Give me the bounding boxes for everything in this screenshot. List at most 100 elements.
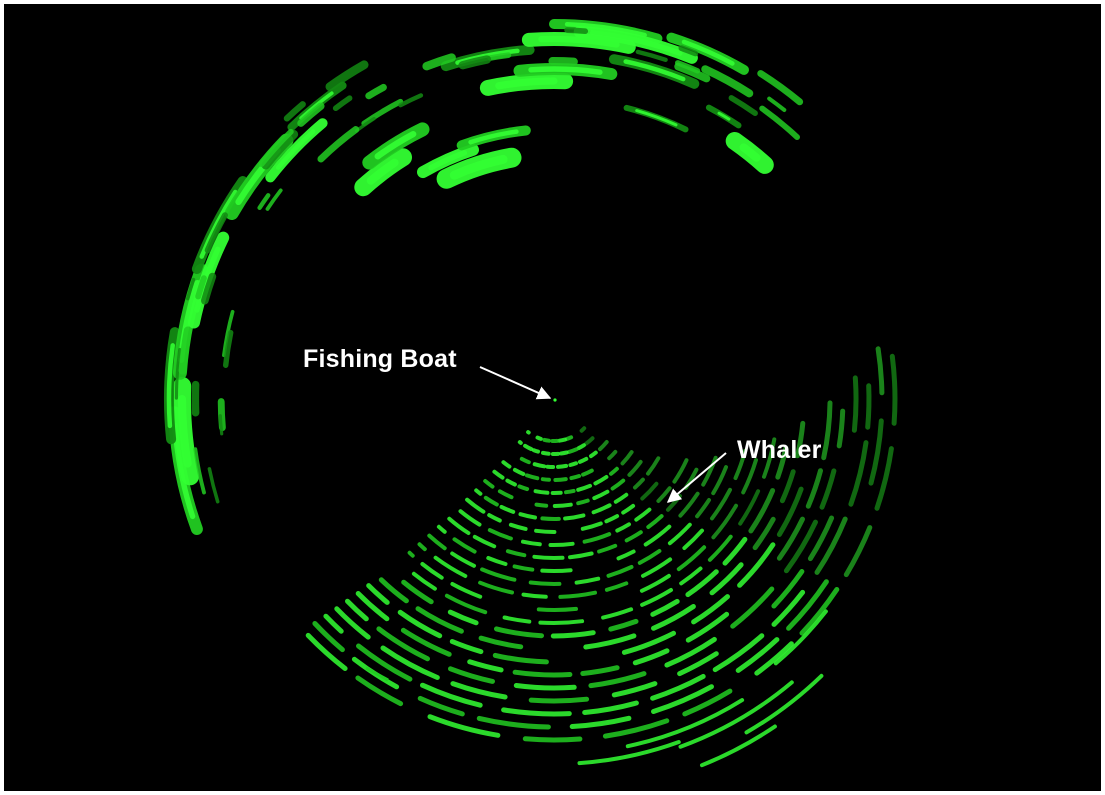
sea-clutter-arc bbox=[691, 594, 730, 625]
sea-clutter-long-arc bbox=[577, 740, 681, 766]
sea-clutter-arc bbox=[448, 666, 495, 684]
sea-clutter-arc bbox=[558, 590, 597, 599]
fishing-boat-arrow bbox=[479, 366, 552, 400]
sea-clutter-arc bbox=[646, 456, 661, 476]
sea-clutter-arc bbox=[472, 534, 497, 549]
land-echo-streak bbox=[195, 275, 207, 300]
sea-clutter-arc bbox=[821, 400, 833, 461]
sea-clutter-arc bbox=[576, 498, 590, 506]
sea-clutter-arc bbox=[738, 489, 761, 526]
sea-clutter-arc bbox=[355, 591, 390, 622]
land-echo-streak bbox=[261, 129, 299, 170]
sea-clutter-arc bbox=[452, 537, 477, 554]
sea-clutter-arc bbox=[345, 598, 369, 622]
land-echo-streak bbox=[222, 309, 235, 358]
sea-clutter-arc bbox=[656, 486, 672, 503]
sea-clutter-arc bbox=[591, 503, 612, 515]
sea-clutter-arc bbox=[305, 632, 348, 671]
land-echo-streak bbox=[757, 70, 804, 106]
sea-clutter-arc bbox=[548, 541, 575, 548]
sea-clutter-arc bbox=[771, 589, 806, 627]
sea-clutter-arc bbox=[415, 606, 464, 634]
sea-clutter-arc bbox=[613, 492, 629, 504]
sea-clutter-arc bbox=[486, 556, 508, 566]
sea-clutter-arc bbox=[567, 447, 579, 454]
sea-clutter-arc bbox=[634, 507, 652, 522]
sea-clutter-arc bbox=[610, 478, 626, 491]
sea-clutter-arc bbox=[552, 502, 573, 508]
sea-clutter-arc bbox=[615, 522, 631, 533]
land-echo-core bbox=[681, 39, 735, 66]
sea-clutter-arc bbox=[557, 437, 567, 443]
sea-clutter-arc bbox=[523, 443, 534, 451]
sea-clutter-arc bbox=[602, 718, 670, 739]
sea-clutter-long-arc bbox=[625, 698, 745, 749]
land-echo-returns bbox=[164, 18, 804, 535]
sea-clutter-arc bbox=[580, 665, 620, 676]
land-echo-streak bbox=[728, 95, 758, 117]
sea-clutter-arc bbox=[378, 577, 409, 604]
land-echo-streak bbox=[564, 27, 589, 35]
land-echo-core bbox=[623, 59, 686, 82]
sea-clutter-arc bbox=[868, 418, 884, 486]
sea-clutter-arc bbox=[651, 684, 714, 714]
sea-clutter-arc bbox=[711, 503, 738, 540]
land-echo-core bbox=[635, 109, 678, 127]
sea-clutter-arc bbox=[601, 607, 634, 620]
sea-clutter-arc bbox=[417, 695, 465, 717]
sea-clutter-arc bbox=[334, 606, 371, 640]
land-echo-streak bbox=[635, 49, 668, 63]
land-echo-streak bbox=[257, 193, 271, 211]
sea-clutter-long-arc bbox=[744, 673, 824, 735]
land-echo-streak bbox=[207, 467, 220, 504]
land-echo-core bbox=[468, 129, 519, 145]
sea-clutter-arc bbox=[582, 532, 612, 544]
sea-clutter-arc bbox=[532, 462, 547, 469]
sea-clutter-arc bbox=[851, 375, 859, 433]
sea-clutter-arc bbox=[589, 450, 598, 459]
land-echo-streak bbox=[678, 45, 699, 57]
land-echo-core bbox=[177, 394, 192, 468]
land-echo-streak bbox=[325, 60, 369, 92]
sea-clutter-long-arc bbox=[773, 609, 828, 666]
sea-clutter-arc bbox=[512, 467, 526, 476]
sea-clutter-arc bbox=[632, 648, 670, 666]
sea-clutter-arc bbox=[508, 522, 528, 531]
sea-clutter-arc bbox=[559, 450, 569, 456]
sea-clutter-arc bbox=[709, 562, 744, 596]
sea-clutter-arc bbox=[795, 420, 806, 459]
sea-clutter-arc bbox=[563, 513, 586, 521]
sea-clutter-arc bbox=[875, 346, 885, 396]
sea-clutter-arc bbox=[685, 611, 730, 643]
sea-clutter-arc bbox=[550, 630, 596, 639]
sea-clutter-arc bbox=[480, 567, 517, 582]
sea-clutter-arc bbox=[534, 528, 557, 535]
sea-clutter-arc bbox=[576, 483, 592, 492]
sea-clutter-arc bbox=[478, 580, 514, 595]
sea-clutter-arc bbox=[497, 489, 514, 500]
land-echo-streak bbox=[204, 212, 228, 254]
sea-clutter-arc bbox=[730, 586, 775, 629]
land-echo-streak bbox=[317, 126, 360, 163]
sea-clutter-arc bbox=[643, 524, 672, 547]
land-echo-streak bbox=[265, 188, 283, 211]
sea-clutter-arc bbox=[737, 542, 776, 588]
sea-clutter-arc bbox=[616, 549, 636, 561]
land-echo-streak bbox=[548, 57, 578, 66]
sea-clutter-arc bbox=[417, 542, 427, 552]
sea-clutter-arc bbox=[779, 469, 796, 504]
sea-clutter-arc bbox=[752, 516, 776, 551]
land-echo-streak bbox=[258, 128, 294, 168]
sea-clutter-arc bbox=[611, 681, 658, 698]
sea-clutter-arc bbox=[650, 673, 706, 701]
sea-clutter-arc bbox=[449, 639, 484, 655]
land-echo-core bbox=[739, 143, 761, 162]
sea-clutter-arc bbox=[741, 458, 758, 495]
sea-clutter-arc bbox=[592, 489, 610, 501]
sea-clutter-arc bbox=[542, 437, 551, 443]
fishing-boat-label: Fishing Boat bbox=[303, 345, 457, 373]
land-echo-core bbox=[166, 343, 175, 429]
sea-clutter-arc bbox=[494, 626, 544, 639]
land-echo-streak bbox=[422, 53, 456, 71]
sea-clutter-arc bbox=[512, 564, 535, 572]
